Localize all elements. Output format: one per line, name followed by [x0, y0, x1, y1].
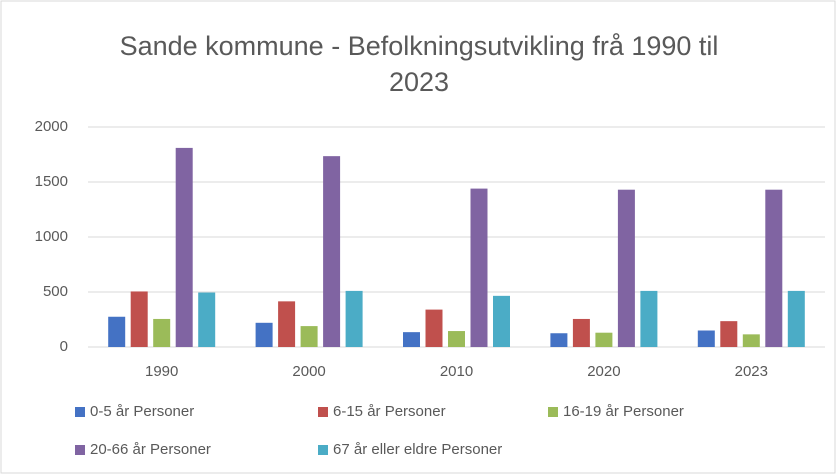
- bar: [787, 290, 805, 347]
- y-tick-label: 0: [60, 338, 68, 355]
- y-tick-label: 500: [43, 283, 68, 300]
- bar: [425, 309, 443, 347]
- bar: [595, 332, 613, 347]
- bar: [198, 292, 216, 347]
- x-tick-label: 1990: [145, 363, 178, 380]
- chart-title: Sande kommune - Befolkningsutvikling frå…: [119, 31, 719, 97]
- bar: [550, 333, 568, 347]
- bar: [300, 326, 318, 347]
- bar: [323, 156, 341, 347]
- y-tick-label: 2000: [35, 118, 68, 135]
- x-tick-label: 2023: [735, 363, 768, 380]
- bar: [640, 290, 658, 347]
- legend-swatch: [318, 407, 328, 417]
- legend-label: 67 år eller eldre Personer: [333, 441, 502, 458]
- legend-swatch: [75, 445, 85, 455]
- bar: [697, 330, 715, 347]
- bar: [255, 322, 273, 347]
- bar: [448, 331, 465, 347]
- bar: [403, 332, 420, 347]
- legend-swatch: [75, 407, 85, 417]
- legend-swatch: [318, 445, 328, 455]
- y-tick-label: 1000: [35, 228, 68, 245]
- x-tick-label: 2020: [587, 363, 620, 380]
- bar: [720, 321, 738, 347]
- x-tick-label: 2000: [292, 363, 325, 380]
- legend-label: 6-15 år Personer: [333, 403, 446, 420]
- bar: [765, 189, 783, 347]
- bar: [493, 295, 510, 347]
- y-tick-label: 1500: [35, 173, 68, 190]
- bar: [153, 318, 171, 347]
- bar: [130, 291, 148, 347]
- bar: [278, 301, 296, 347]
- legend-label: 16-19 år Personer: [563, 403, 684, 420]
- bar: [470, 188, 488, 347]
- bar: [108, 316, 126, 347]
- x-tick-label: 2010: [440, 363, 473, 380]
- bar: [175, 147, 193, 347]
- legend-label: 0-5 år Personer: [90, 403, 194, 420]
- bar: [617, 189, 635, 347]
- bar: [572, 318, 590, 347]
- bar: [345, 290, 363, 347]
- legend-label: 20-66 år Personer: [90, 441, 211, 458]
- bar: [742, 334, 760, 347]
- legend-swatch: [548, 407, 558, 417]
